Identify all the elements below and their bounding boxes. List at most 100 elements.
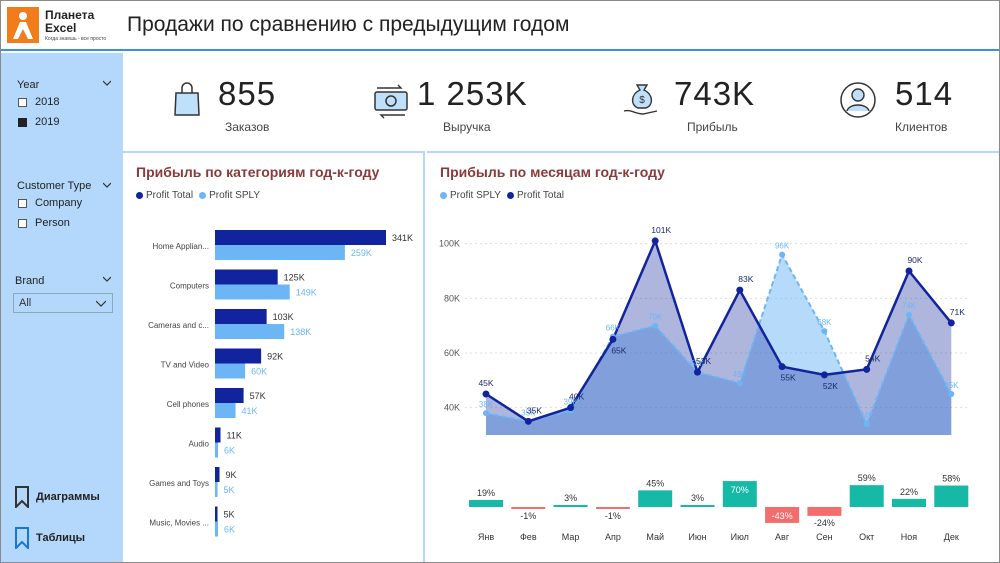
kpi-label: Выручка bbox=[443, 120, 491, 134]
bar-profit-total bbox=[215, 506, 218, 522]
total-area bbox=[486, 240, 952, 435]
bar-profit-sply bbox=[215, 245, 345, 260]
bar-value-label: 92K bbox=[267, 352, 283, 362]
sply-point bbox=[863, 421, 870, 428]
total-value-label: 71K bbox=[950, 307, 965, 317]
total-point bbox=[820, 371, 828, 379]
year-option-2018[interactable]: 2018 bbox=[18, 95, 59, 109]
sply-value-label: 49K bbox=[733, 370, 748, 379]
bar-profit-sply bbox=[215, 324, 285, 339]
nav-diagrams[interactable]: Диаграммы bbox=[15, 486, 100, 508]
sply-area bbox=[486, 254, 952, 435]
total-value-label: 45K bbox=[478, 378, 493, 388]
yoy-bar-negative bbox=[765, 507, 800, 523]
bar-value-label: 125K bbox=[284, 273, 305, 283]
bar-profit-total bbox=[215, 348, 262, 364]
sply-value-label: 53K bbox=[690, 359, 705, 368]
category-label: Games and Toys bbox=[149, 479, 209, 488]
legend-item[interactable]: Profit SPLY bbox=[440, 190, 501, 201]
kpi-value: 855 bbox=[218, 75, 277, 112]
yoy-bar-positive bbox=[553, 505, 588, 507]
bar-value-label: 41K bbox=[242, 406, 258, 416]
legend-label: Profit Total bbox=[516, 190, 565, 201]
chevron-down-icon[interactable] bbox=[103, 79, 111, 87]
x-tick-label: Фев bbox=[520, 532, 537, 542]
chevron-down-icon[interactable] bbox=[103, 275, 111, 283]
nav-tables[interactable]: Таблицы bbox=[15, 527, 85, 549]
bar-chart: Home Applian... 341K 259K Computers 125K 149K… bbox=[148, 230, 413, 537]
checkbox-checked[interactable] bbox=[18, 117, 27, 127]
legend-item[interactable]: Profit Total bbox=[506, 190, 565, 201]
sply-value-label: 66K bbox=[606, 324, 621, 333]
bar-chart-title: Прибыль по категориям год-к-году bbox=[136, 164, 380, 180]
yoy-value-label: 70% bbox=[731, 485, 749, 495]
yoy-bar-positive bbox=[680, 505, 715, 507]
category-label: TV and Video bbox=[161, 361, 210, 370]
total-point bbox=[905, 267, 913, 275]
sidebar: Year 2018 2019 Customer Type Company Per… bbox=[1, 53, 123, 562]
bar-value-label: 11K bbox=[227, 431, 242, 441]
kpi-value: 514 bbox=[895, 75, 954, 112]
chevron-down-icon[interactable] bbox=[103, 181, 111, 189]
kpi-label: Заказов bbox=[225, 120, 270, 134]
legend-dot bbox=[506, 192, 514, 199]
month-profit-panel: Прибыль по месяцам год-к-году Profit SPL… bbox=[427, 151, 999, 562]
legend-label: Profit SPLY bbox=[209, 190, 261, 201]
customer-type-option-company[interactable]: Company bbox=[18, 196, 82, 210]
year-option-2019[interactable]: 2019 bbox=[18, 115, 59, 129]
yoy-bar-positive bbox=[722, 481, 757, 507]
total-value-label: 101K bbox=[651, 225, 671, 235]
customer-type-filter-title: Customer Type bbox=[17, 180, 92, 192]
bar-profit-total bbox=[215, 388, 244, 403]
x-tick-label: Авг bbox=[775, 532, 790, 542]
header: Планета Excel Когда знаешь - все просто … bbox=[1, 1, 999, 51]
y-tick-label: 60K bbox=[444, 348, 460, 358]
total-point bbox=[694, 368, 701, 376]
yoy-value-label: 59% bbox=[858, 473, 876, 483]
sply-point bbox=[948, 391, 955, 397]
bar-profit-sply bbox=[215, 521, 219, 537]
x-tick-label: Июл bbox=[731, 532, 749, 542]
bar-value-label: 6K bbox=[224, 525, 235, 535]
kpi-row: 855 Заказов 1 253K Выручка $ 743K Прибыл… bbox=[123, 53, 999, 149]
legend-item[interactable]: Profit SPLY bbox=[199, 190, 260, 201]
total-value-label: 90K bbox=[907, 255, 922, 265]
sply-line bbox=[485, 252, 953, 427]
total-value-label: 35K bbox=[527, 405, 542, 415]
y-tick-label: 100K bbox=[439, 239, 460, 249]
total-point bbox=[482, 390, 490, 398]
checkbox[interactable] bbox=[18, 97, 27, 107]
user-icon bbox=[840, 82, 876, 118]
bar-value-label: 259K bbox=[351, 248, 372, 258]
checkbox[interactable] bbox=[18, 218, 27, 228]
total-point bbox=[567, 404, 575, 412]
sply-point bbox=[652, 322, 659, 329]
bar-value-label: 6K bbox=[224, 446, 235, 456]
yoy-bar-positive bbox=[892, 498, 926, 507]
x-tick-label: Дек bbox=[944, 532, 959, 542]
total-point bbox=[778, 363, 786, 371]
legend-item[interactable]: Profit Total bbox=[136, 190, 193, 201]
checkbox[interactable] bbox=[18, 198, 27, 208]
y-tick-label: 80K bbox=[444, 293, 460, 303]
bar-profit-total bbox=[215, 427, 221, 443]
yoy-value-label: 19% bbox=[477, 488, 495, 498]
bar-profit-sply bbox=[215, 482, 218, 497]
sply-value-label: 68K bbox=[817, 318, 832, 327]
bar-profit-total bbox=[215, 269, 278, 285]
total-point bbox=[863, 365, 871, 373]
bar-profit-sply bbox=[215, 363, 246, 379]
sply-point bbox=[483, 410, 489, 417]
total-point bbox=[524, 417, 532, 425]
total-value-label: 83K bbox=[738, 274, 753, 284]
category-label: Home Applian... bbox=[153, 242, 209, 251]
customer-type-option-person[interactable]: Person bbox=[18, 216, 70, 230]
brand-select[interactable]: All bbox=[13, 293, 113, 313]
total-value-label: 40K bbox=[569, 392, 584, 402]
logo-name-line1: Планета bbox=[45, 8, 95, 22]
yoy-value-label: -1% bbox=[605, 511, 621, 521]
yoy-value-label: 45% bbox=[646, 478, 664, 488]
x-tick-label: Май bbox=[646, 532, 664, 542]
year-filter-title: Year bbox=[17, 79, 40, 91]
total-line bbox=[485, 237, 953, 423]
